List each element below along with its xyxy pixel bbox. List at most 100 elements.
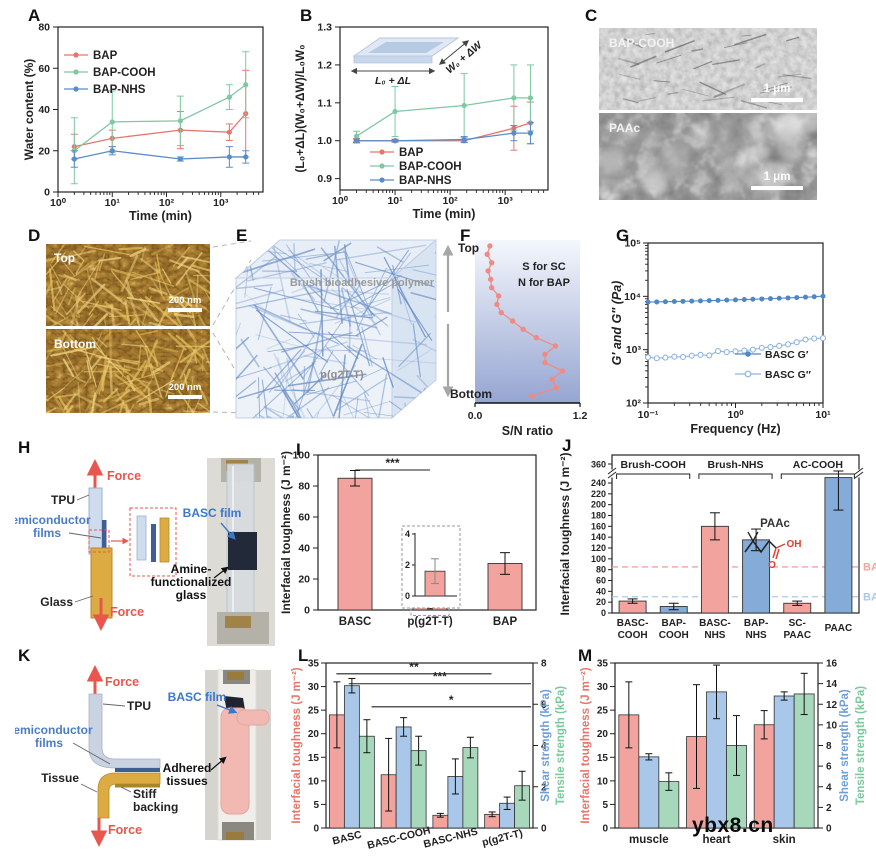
size-change-schematic: L₀ + ΔL W₀ + ΔW xyxy=(350,37,485,87)
svg-text:Brush-COOH: Brush-COOH xyxy=(620,459,685,471)
svg-text:10: 10 xyxy=(826,720,838,731)
glass-label: Glass xyxy=(40,595,73,609)
svg-text:Water content (%): Water content (%) xyxy=(22,59,36,161)
polymer-annotation: Brush bioadhesive polymer xyxy=(290,277,435,289)
svg-text:OH: OH xyxy=(787,539,802,550)
panel-f-chart: Top Bottom S for SC N for BAP 0.0 1.2 S/N … xyxy=(442,240,588,438)
svg-text:6: 6 xyxy=(541,700,547,711)
panel-g-chart: 10⁻¹ 10⁰ 10¹ 10² 10³ 10⁴ 10⁵ BASC G′ BASC G″ Freq… xyxy=(610,238,831,437)
svg-text:100: 100 xyxy=(292,450,310,462)
svg-text:5: 5 xyxy=(313,800,319,811)
svg-text:BAP: BAP xyxy=(93,50,118,62)
panel-b-chart: 10⁰ 10¹ 10² 10³ 0.9 1.0 1.1 1.2 1.3 BAP BAP-COOH BA… xyxy=(293,22,549,221)
svg-text:p(g2T-T): p(g2T-T) xyxy=(407,616,453,628)
svg-text:Shear strength (kPa): Shear strength (kPa) xyxy=(540,689,552,802)
semiconductor-label-2: films xyxy=(35,736,63,750)
svg-text:220: 220 xyxy=(591,489,606,499)
svg-text:0: 0 xyxy=(826,824,832,835)
svg-text:0: 0 xyxy=(44,187,50,199)
inset-film xyxy=(151,524,156,562)
panel-c: C xyxy=(583,2,876,222)
svg-text:10³: 10³ xyxy=(626,344,642,356)
panel-m: M 0 5 10 15 20 25 30 35 0 2 4 6 8 10 12 14 16 muscle heart… xyxy=(576,646,876,857)
svg-text:14: 14 xyxy=(826,679,838,690)
panel-h-schematic: Force TPU Semiconductor films Glass Forc… xyxy=(15,458,275,646)
svg-text:BAP-NHS: BAP-NHS xyxy=(93,84,146,96)
svg-text:10²: 10² xyxy=(443,195,459,207)
scale-bar-label: 1 μm xyxy=(764,83,791,95)
svg-text:4: 4 xyxy=(826,782,832,793)
svg-text:0: 0 xyxy=(313,824,319,835)
scale-bar xyxy=(751,98,803,102)
panel-e-cube: Brush bioadhesive polymer p(g2T-T) xyxy=(234,238,438,420)
svg-text:10²: 10² xyxy=(626,398,642,410)
scale-bar-label: 1 μm xyxy=(764,171,791,183)
svg-text:8: 8 xyxy=(826,741,832,752)
glass-pointer xyxy=(74,595,94,603)
amine-label-3: glass xyxy=(176,588,207,602)
panel-j: J 0 20 40 60 80 100 120 140 160 180 200 220 240 360 BA… xyxy=(553,436,876,656)
panel-a-label: A xyxy=(28,6,41,25)
svg-text:180: 180 xyxy=(591,511,606,521)
svg-text:Brush-NHS: Brush-NHS xyxy=(707,459,763,471)
svg-text:1.0: 1.0 xyxy=(317,135,332,147)
svg-text:Shear strength (kPa): Shear strength (kPa) xyxy=(839,689,851,802)
semiconductor-film xyxy=(102,520,107,558)
svg-text:0: 0 xyxy=(405,591,410,601)
svg-text:PAAC: PAAC xyxy=(825,623,853,634)
svg-text:NHS: NHS xyxy=(746,630,767,641)
substrate-annotation: p(g2T-T) xyxy=(320,369,364,381)
photo-tissue-adhesion xyxy=(205,669,271,841)
svg-text:200: 200 xyxy=(591,500,606,510)
svg-text:20: 20 xyxy=(596,597,606,607)
svg-text:10¹: 10¹ xyxy=(815,409,831,421)
svg-text:140: 140 xyxy=(591,532,606,542)
length-annotation: L₀ + ΔL xyxy=(375,75,411,87)
svg-text:1.3: 1.3 xyxy=(317,22,332,34)
svg-text:0: 0 xyxy=(304,605,310,617)
scale-bar xyxy=(168,395,202,399)
sem-bottom-label: PAAc xyxy=(609,121,640,135)
svg-text:60: 60 xyxy=(596,576,606,586)
svg-text:120: 120 xyxy=(591,543,606,553)
semiconductor-label-1: Semiconductor xyxy=(15,723,93,737)
svg-text:80: 80 xyxy=(298,481,310,493)
svg-text:5: 5 xyxy=(602,800,608,811)
svg-text:*: * xyxy=(449,693,454,707)
semiconductor-film xyxy=(115,768,160,772)
zoom-region-box xyxy=(88,529,110,553)
svg-text:10¹: 10¹ xyxy=(387,195,403,207)
svg-text:1.2: 1.2 xyxy=(573,410,588,422)
svg-text:12: 12 xyxy=(826,700,838,711)
panel-k-label: K xyxy=(18,646,31,665)
stiff-pointer xyxy=(120,786,132,793)
svg-text:Time (min): Time (min) xyxy=(413,207,476,221)
svg-text:BAP: BAP xyxy=(399,147,424,159)
adhered-arrow xyxy=(210,756,227,771)
panel-i-chart: 0 20 40 60 80 100 BASC p(g2T-T) BAP *** 0 2 4 Interfa… xyxy=(279,450,537,628)
svg-text:2: 2 xyxy=(541,782,547,793)
panel-h: H Force TPU Semiconductor films Glass Fo… xyxy=(15,438,283,652)
svg-text:10: 10 xyxy=(597,776,609,787)
svg-text:0: 0 xyxy=(601,608,606,618)
svg-text:25: 25 xyxy=(308,706,320,717)
svg-text:PAAc: PAAc xyxy=(760,518,790,530)
svg-text:Frequency (Hz): Frequency (Hz) xyxy=(690,422,780,436)
svg-text:20: 20 xyxy=(597,729,609,740)
scale-bar xyxy=(751,186,803,190)
bottom-label: Bottom xyxy=(450,387,492,401)
svg-text:**: ** xyxy=(409,660,419,674)
svg-text:10⁵: 10⁵ xyxy=(624,238,641,250)
panel-e-label: E xyxy=(236,226,248,245)
afm-top-label: Top xyxy=(54,251,75,265)
svg-text:Interfacial toughness (J m⁻²): Interfacial toughness (J m⁻²) xyxy=(580,667,592,823)
svg-text:COOH: COOH xyxy=(659,630,689,641)
svg-text:20: 20 xyxy=(308,729,320,740)
svg-text:1.2: 1.2 xyxy=(317,59,332,71)
svg-text:BAP-NHS: BAP-NHS xyxy=(399,175,452,187)
panel-i-label: I xyxy=(296,440,301,459)
semiconductor-label-1: Semiconductor xyxy=(15,513,91,527)
basc-film-arrow xyxy=(220,522,236,540)
sem-image-bap-cooh xyxy=(599,28,817,110)
